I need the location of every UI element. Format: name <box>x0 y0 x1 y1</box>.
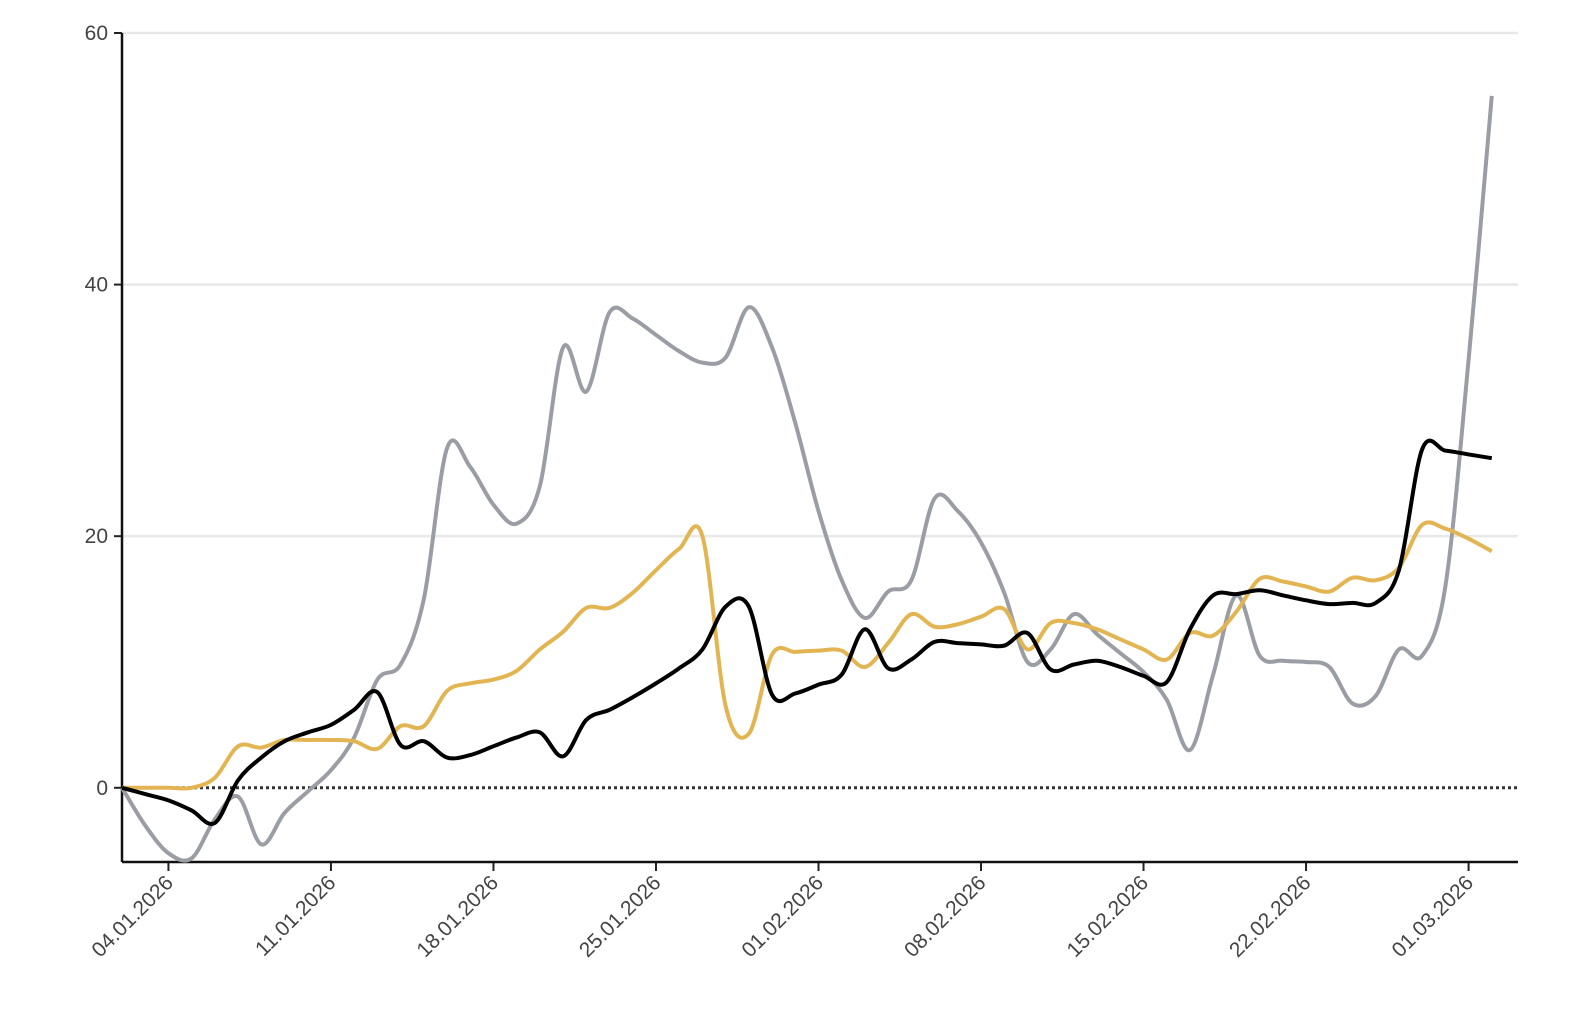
x-tick-label: 11.01.2026 <box>251 871 340 960</box>
y-tick-label: 20 <box>85 525 108 548</box>
y-tick-label: 40 <box>85 274 108 297</box>
x-tick-label: 01.03.2026 <box>1388 871 1479 962</box>
x-tick-label: 01.02.2026 <box>737 871 828 962</box>
y-tick-label: 0 <box>96 777 108 800</box>
series-line <box>121 438 1493 827</box>
y-tick-label: 60 <box>85 22 108 45</box>
x-tick-label: 25.01.2026 <box>575 871 666 962</box>
series-line <box>120 95 1494 863</box>
x-tick-label: 08.02.2026 <box>900 871 991 962</box>
series-line <box>122 520 1493 791</box>
x-tick-label: 18.01.2026 <box>412 871 503 962</box>
x-tick-label: 22.02.2026 <box>1225 871 1316 962</box>
x-tick-label: 15.02.2026 <box>1062 871 1153 962</box>
x-tick-label: 04.01.2026 <box>87 871 178 962</box>
